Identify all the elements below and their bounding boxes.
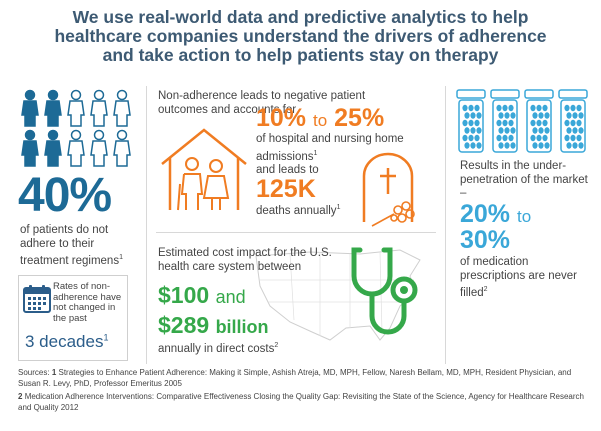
person-icon bbox=[21, 89, 131, 167]
person-icon bbox=[67, 129, 85, 167]
unfilled-range-high: 30% bbox=[460, 226, 511, 254]
calendar-box: Rates of non-adherence have not changed … bbox=[18, 275, 128, 361]
headline-line-2: healthcare companies understand the driv… bbox=[54, 26, 547, 46]
calendar-text: Rates of non-adherence have not changed … bbox=[53, 281, 122, 324]
cost-billion: billion bbox=[215, 317, 269, 337]
source-2: 2 Medication Adherence Interventions: Co… bbox=[18, 392, 588, 413]
person-icon bbox=[113, 129, 131, 167]
source-2-number: 2 bbox=[18, 392, 23, 401]
person-icon bbox=[44, 89, 62, 127]
range-to: to bbox=[313, 111, 328, 130]
stat-40-percent: 40% bbox=[18, 169, 112, 222]
people-icon-grid bbox=[18, 88, 136, 173]
sources: Sources: 1 Strategies to Enhance Patient… bbox=[18, 368, 588, 416]
source-1-text: Strategies to Enhance Patient Adherence:… bbox=[18, 368, 572, 388]
headline-line-3: and take action to help patients stay on… bbox=[102, 45, 499, 65]
hosp-text: of hospital and nursing home admissions bbox=[256, 133, 404, 163]
prescriptions-label: of medication prescriptions are never fi… bbox=[460, 256, 577, 299]
annual-sup: 2 bbox=[274, 342, 279, 349]
cost-low-stat: $100 and bbox=[158, 282, 246, 309]
pill-bottle-icon bbox=[524, 89, 554, 153]
market-text: Results in the under-penetration of the … bbox=[460, 160, 588, 199]
calendar-icon bbox=[23, 284, 51, 319]
divider-right bbox=[445, 86, 446, 364]
divider-middle bbox=[156, 232, 436, 233]
pill-bottle-icon bbox=[490, 89, 520, 153]
person-icon bbox=[113, 89, 131, 127]
house-icon bbox=[158, 124, 250, 217]
deaths-text: deaths annually1 bbox=[256, 204, 340, 217]
source-2-text: Medication Adherence Interventions: Comp… bbox=[18, 392, 584, 412]
person-icon bbox=[44, 129, 62, 167]
person-icon bbox=[67, 89, 85, 127]
range-low: 10% bbox=[256, 104, 307, 132]
cost-high-stat: $289 billion bbox=[158, 312, 269, 339]
cost-low: $100 bbox=[158, 282, 210, 308]
unfilled-low: 20% bbox=[460, 200, 511, 228]
gravestone-icon bbox=[358, 152, 422, 235]
pill-bottle-icon bbox=[456, 89, 588, 153]
unfilled-to: to bbox=[517, 207, 532, 226]
person-icon bbox=[90, 89, 108, 127]
prescriptions-text: of medication prescriptions are never fi… bbox=[460, 256, 580, 300]
headline-line-1: We use real-world data and predictive an… bbox=[72, 7, 529, 27]
range-high: 25% bbox=[334, 104, 385, 132]
deaths-sup: 1 bbox=[336, 204, 341, 211]
unfilled-range-low: 20% to bbox=[460, 200, 531, 229]
nonadherence-intro: Non-adherence leads to negative patient … bbox=[158, 90, 366, 116]
person-icon bbox=[90, 129, 108, 167]
divider-left bbox=[146, 86, 147, 364]
left-desc-text: of patients do not adhere to their treat… bbox=[20, 224, 120, 267]
pill-bottle-icon bbox=[456, 89, 486, 153]
annual-label: annually in direct costs bbox=[158, 342, 275, 355]
cost-and: and bbox=[215, 287, 246, 307]
pill-bottle-icon bbox=[558, 89, 588, 153]
deaths-label: deaths annually bbox=[256, 204, 337, 217]
headline: We use real-world data and predictive an… bbox=[0, 8, 601, 65]
decades-text: 3 decades bbox=[25, 332, 104, 351]
left-description: of patients do not adhere to their treat… bbox=[20, 224, 138, 268]
cost-high: $289 bbox=[158, 312, 210, 338]
deaths-stat: 125K bbox=[256, 175, 316, 203]
prescriptions-sup: 2 bbox=[483, 286, 488, 293]
person-icon bbox=[21, 129, 39, 167]
leads-to-text: and leads to bbox=[256, 163, 319, 176]
person-icon bbox=[21, 89, 39, 127]
decades-stat: 3 decades1 bbox=[25, 332, 108, 352]
source-1: Sources: 1 Strategies to Enhance Patient… bbox=[18, 368, 588, 389]
source-1-number: 1 bbox=[51, 368, 57, 377]
elderly-couple-icon bbox=[177, 157, 230, 211]
decades-sup: 1 bbox=[103, 332, 109, 343]
sources-label: Sources: bbox=[18, 368, 50, 377]
pill-bottles bbox=[455, 88, 591, 159]
cost-intro: Estimated cost impact for the U.S. healt… bbox=[158, 247, 332, 273]
left-desc-sup: 1 bbox=[119, 254, 123, 261]
hosp-sup: 1 bbox=[313, 149, 318, 157]
hospital-text: of hospital and nursing home admissions1… bbox=[256, 133, 406, 177]
stethoscope-icon bbox=[338, 244, 438, 355]
hospital-range-stat: 10% to 25% bbox=[256, 104, 384, 133]
annual-costs-text: annually in direct costs2 bbox=[158, 342, 278, 355]
